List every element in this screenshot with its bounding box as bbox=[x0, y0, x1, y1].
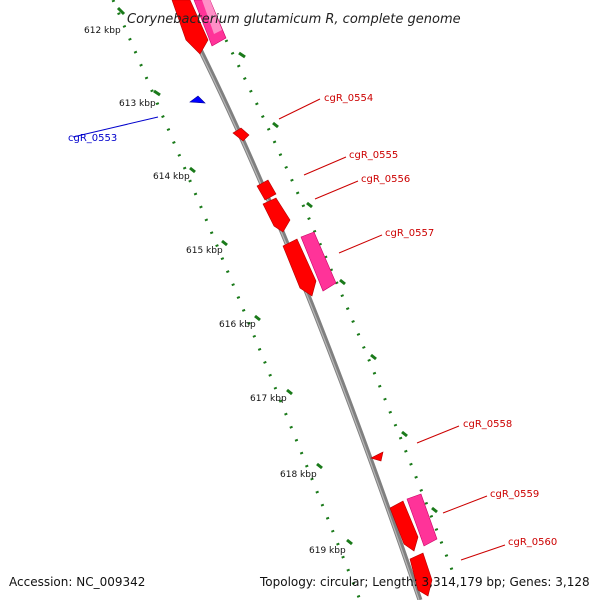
gene-label-cgR_0558[interactable]: cgR_0558 bbox=[463, 419, 512, 430]
topology-text: Topology: circular; Length: 3,314,179 bp… bbox=[260, 575, 590, 589]
gene-label-cgR_0559[interactable]: cgR_0559 bbox=[490, 489, 539, 500]
gene-features bbox=[171, 0, 438, 597]
gene-label-cgR_0557[interactable]: cgR_0557 bbox=[385, 228, 434, 239]
gene-arrow-top[interactable] bbox=[171, 0, 209, 55]
gene-arrow-cgR_0553[interactable] bbox=[189, 95, 206, 104]
tick-label-613: 613 kbp bbox=[119, 99, 156, 109]
tick-label-618: 618 kbp bbox=[280, 470, 317, 480]
tick-label-612: 612 kbp bbox=[84, 26, 121, 36]
gene-arrow-cgR_0557[interactable] bbox=[282, 238, 317, 297]
gene-arrow-cgR_0555[interactable] bbox=[256, 179, 277, 201]
tick-label-619: 619 kbp bbox=[309, 546, 346, 556]
gene-arrow-cgR_0556[interactable] bbox=[262, 197, 291, 233]
outer-tick-ring bbox=[224, 39, 454, 571]
genome-backbone bbox=[172, 0, 423, 600]
genome-backbone-highlight bbox=[173, 0, 420, 600]
gene-label-cgR_0560[interactable]: cgR_0560 bbox=[508, 537, 557, 548]
gene-label-cgR_0555[interactable]: cgR_0555 bbox=[349, 150, 398, 161]
gene-label-cgR_0553[interactable]: cgR_0553 bbox=[68, 133, 117, 144]
outer-major-ticks bbox=[238, 51, 438, 514]
gene-arrow-cgR_0559[interactable] bbox=[389, 500, 419, 552]
gene-arrow-cgR_0558[interactable] bbox=[370, 451, 384, 462]
gene-arrow-cgR_0554[interactable] bbox=[232, 127, 250, 142]
gene-label-cgR_0556[interactable]: cgR_0556 bbox=[361, 174, 410, 185]
map-title: Corynebacterium glutamicum R, complete g… bbox=[127, 12, 461, 27]
tick-label-617: 617 kbp bbox=[250, 394, 287, 404]
cds-feature-cgR_0557[interactable] bbox=[300, 231, 337, 292]
tick-label-614: 614 kbp bbox=[153, 172, 190, 182]
cds-feature-top[interactable] bbox=[193, 0, 227, 47]
cds-feature-cgR_0559[interactable] bbox=[406, 493, 438, 547]
tick-label-615: 615 kbp bbox=[186, 246, 223, 256]
gene-arrow-cgR_0560[interactable] bbox=[409, 552, 433, 597]
accession-text: Accession: NC_009342 bbox=[9, 575, 146, 589]
cds-feature-top-light bbox=[202, 0, 222, 34]
gene-label-cgR_0554[interactable]: cgR_0554 bbox=[324, 93, 373, 104]
inner-tick-ring bbox=[111, 0, 362, 600]
label-leaders bbox=[72, 98, 506, 561]
tick-label-616: 616 kbp bbox=[219, 320, 256, 330]
major-ticks bbox=[116, 6, 353, 546]
